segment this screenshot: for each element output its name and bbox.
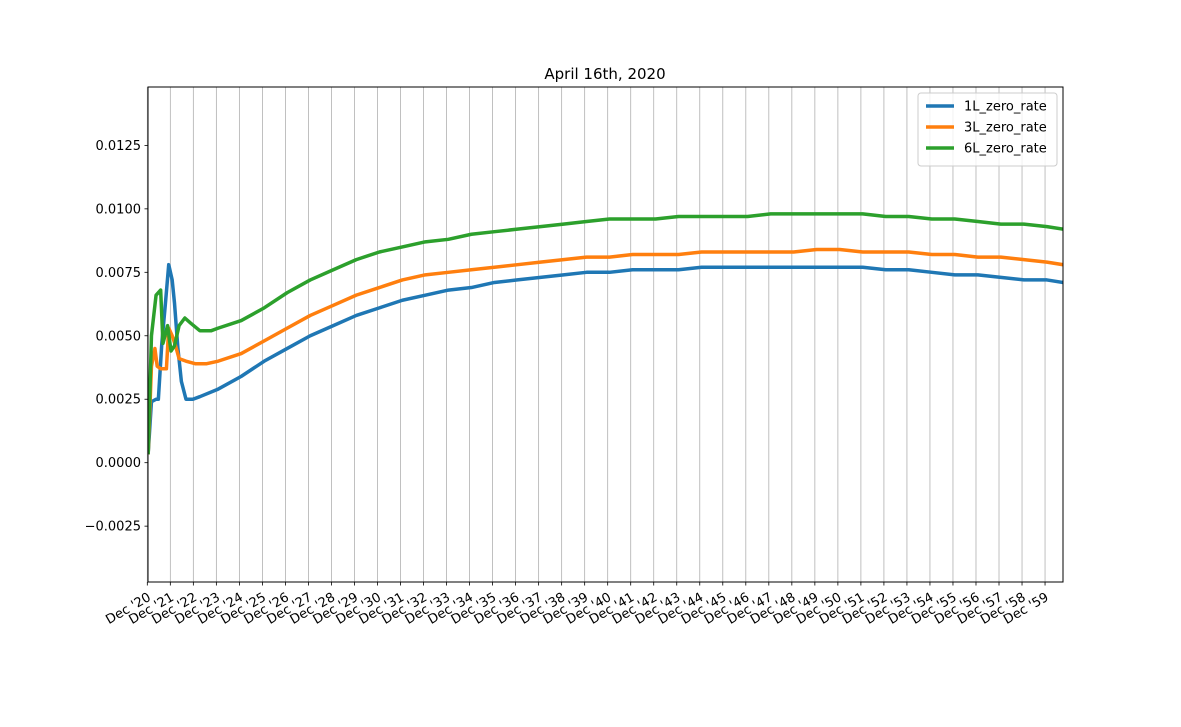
plot-frame xyxy=(147,86,1064,583)
y-tick-label: 0.0075 xyxy=(96,266,142,281)
y-axis: −0.0025 0.0000 0.0025 0.0050 0.0075 0.0100 0.0… xyxy=(85,139,148,535)
series-line-6L_zero_rate xyxy=(148,212,1063,455)
x-grid xyxy=(146,87,1046,582)
series-layer xyxy=(148,212,1063,455)
legend-label: 6L_zero_rate xyxy=(964,142,1047,157)
series-line-3L_zero_rate xyxy=(148,247,1063,455)
chart-title: April 16th, 2020 xyxy=(544,65,665,83)
y-tick-label: 0.0050 xyxy=(96,329,142,344)
y-tick-label: 0.0000 xyxy=(96,456,142,471)
y-tick-label: 0.0125 xyxy=(96,139,142,154)
legend-label: 3L_zero_rate xyxy=(964,121,1047,136)
legend: 1L_zero_rate 3L_zero_rate 6L_zero_rate xyxy=(917,92,1058,167)
y-tick-label: 0.0025 xyxy=(96,393,142,408)
legend-label: 1L_zero_rate xyxy=(964,100,1047,115)
series-line-1L_zero_rate xyxy=(148,262,1063,455)
y-tick-label: 0.0100 xyxy=(96,202,142,217)
y-tick-label: −0.0025 xyxy=(85,520,141,535)
